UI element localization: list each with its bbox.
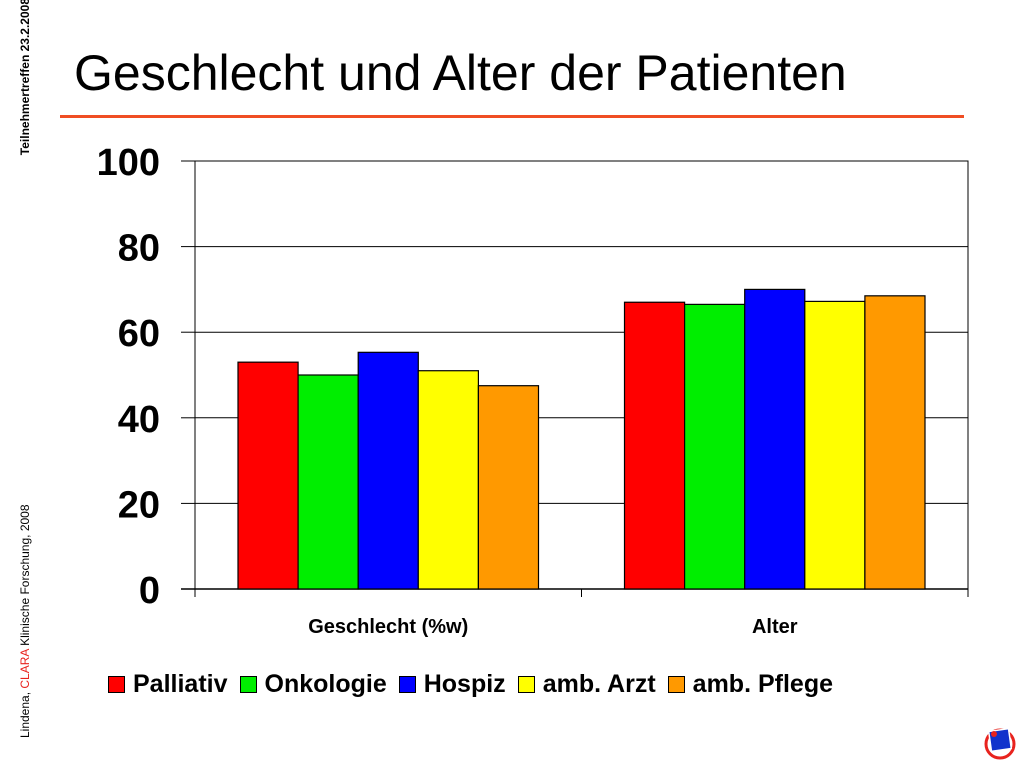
legend-label: Palliativ [133,670,228,698]
bar [357,351,419,590]
legend-swatch [108,676,125,693]
chart-legend: Palliativ Onkologie Hospiz amb. Arzt amb. Pf… [108,670,833,699]
legend-label: amb. Pflege [692,670,833,698]
legend-item: Hospiz [398,670,506,699]
legend-swatch [517,676,535,693]
bar [297,374,359,590]
x-category-label: Geschlecht (%w) [308,616,468,638]
y-tick-label: 60 [118,313,160,355]
legend-item: Onkologie [239,670,387,699]
legend-swatch [398,676,416,693]
side-note-author: Lindena, [18,691,32,738]
legend-item: amb. Arzt [517,670,656,699]
y-tick-label: 20 [118,484,160,526]
legend-label: Onkologie [264,670,387,698]
page-title: Geschlecht und Alter der Patienten [74,45,847,101]
legend-label: Hospiz [423,670,506,698]
title-divider [60,115,964,118]
bar [417,370,479,590]
bar [237,361,299,590]
clara-logo-icon [984,727,1016,760]
legend-label: amb. Arzt [542,670,656,698]
bar [804,300,866,590]
legend-swatch [239,676,257,693]
y-tick-label: 0 [139,570,160,612]
legend-item: Palliativ [108,670,228,699]
legend-item: amb. Pflege [667,670,833,699]
y-tick-label: 80 [118,228,160,270]
bar [477,385,540,590]
y-tick-label: 40 [118,399,160,441]
legend-swatch [667,676,685,693]
y-tick-label: 100 [97,142,160,184]
bar [683,303,746,590]
bar [623,301,686,590]
bar-chart: 0 20 40 60 80 100 Geschlecht (%w) Alter [97,142,969,638]
x-category-label: Alter [752,616,798,638]
bar [744,288,806,590]
bar [864,295,926,590]
